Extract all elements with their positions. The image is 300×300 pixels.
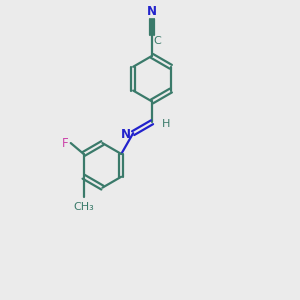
Text: F: F xyxy=(61,136,68,150)
Text: C: C xyxy=(153,36,161,46)
Text: N: N xyxy=(121,128,131,141)
Text: H: H xyxy=(162,119,170,129)
Text: N: N xyxy=(147,5,157,18)
Text: CH₃: CH₃ xyxy=(73,202,94,212)
